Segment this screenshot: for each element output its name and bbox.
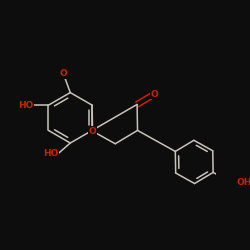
Text: O: O <box>150 90 158 99</box>
Text: O: O <box>89 127 96 136</box>
Text: O: O <box>60 70 67 78</box>
Text: OH: OH <box>237 178 250 186</box>
Text: HO: HO <box>43 149 58 158</box>
Text: HO: HO <box>18 101 34 110</box>
